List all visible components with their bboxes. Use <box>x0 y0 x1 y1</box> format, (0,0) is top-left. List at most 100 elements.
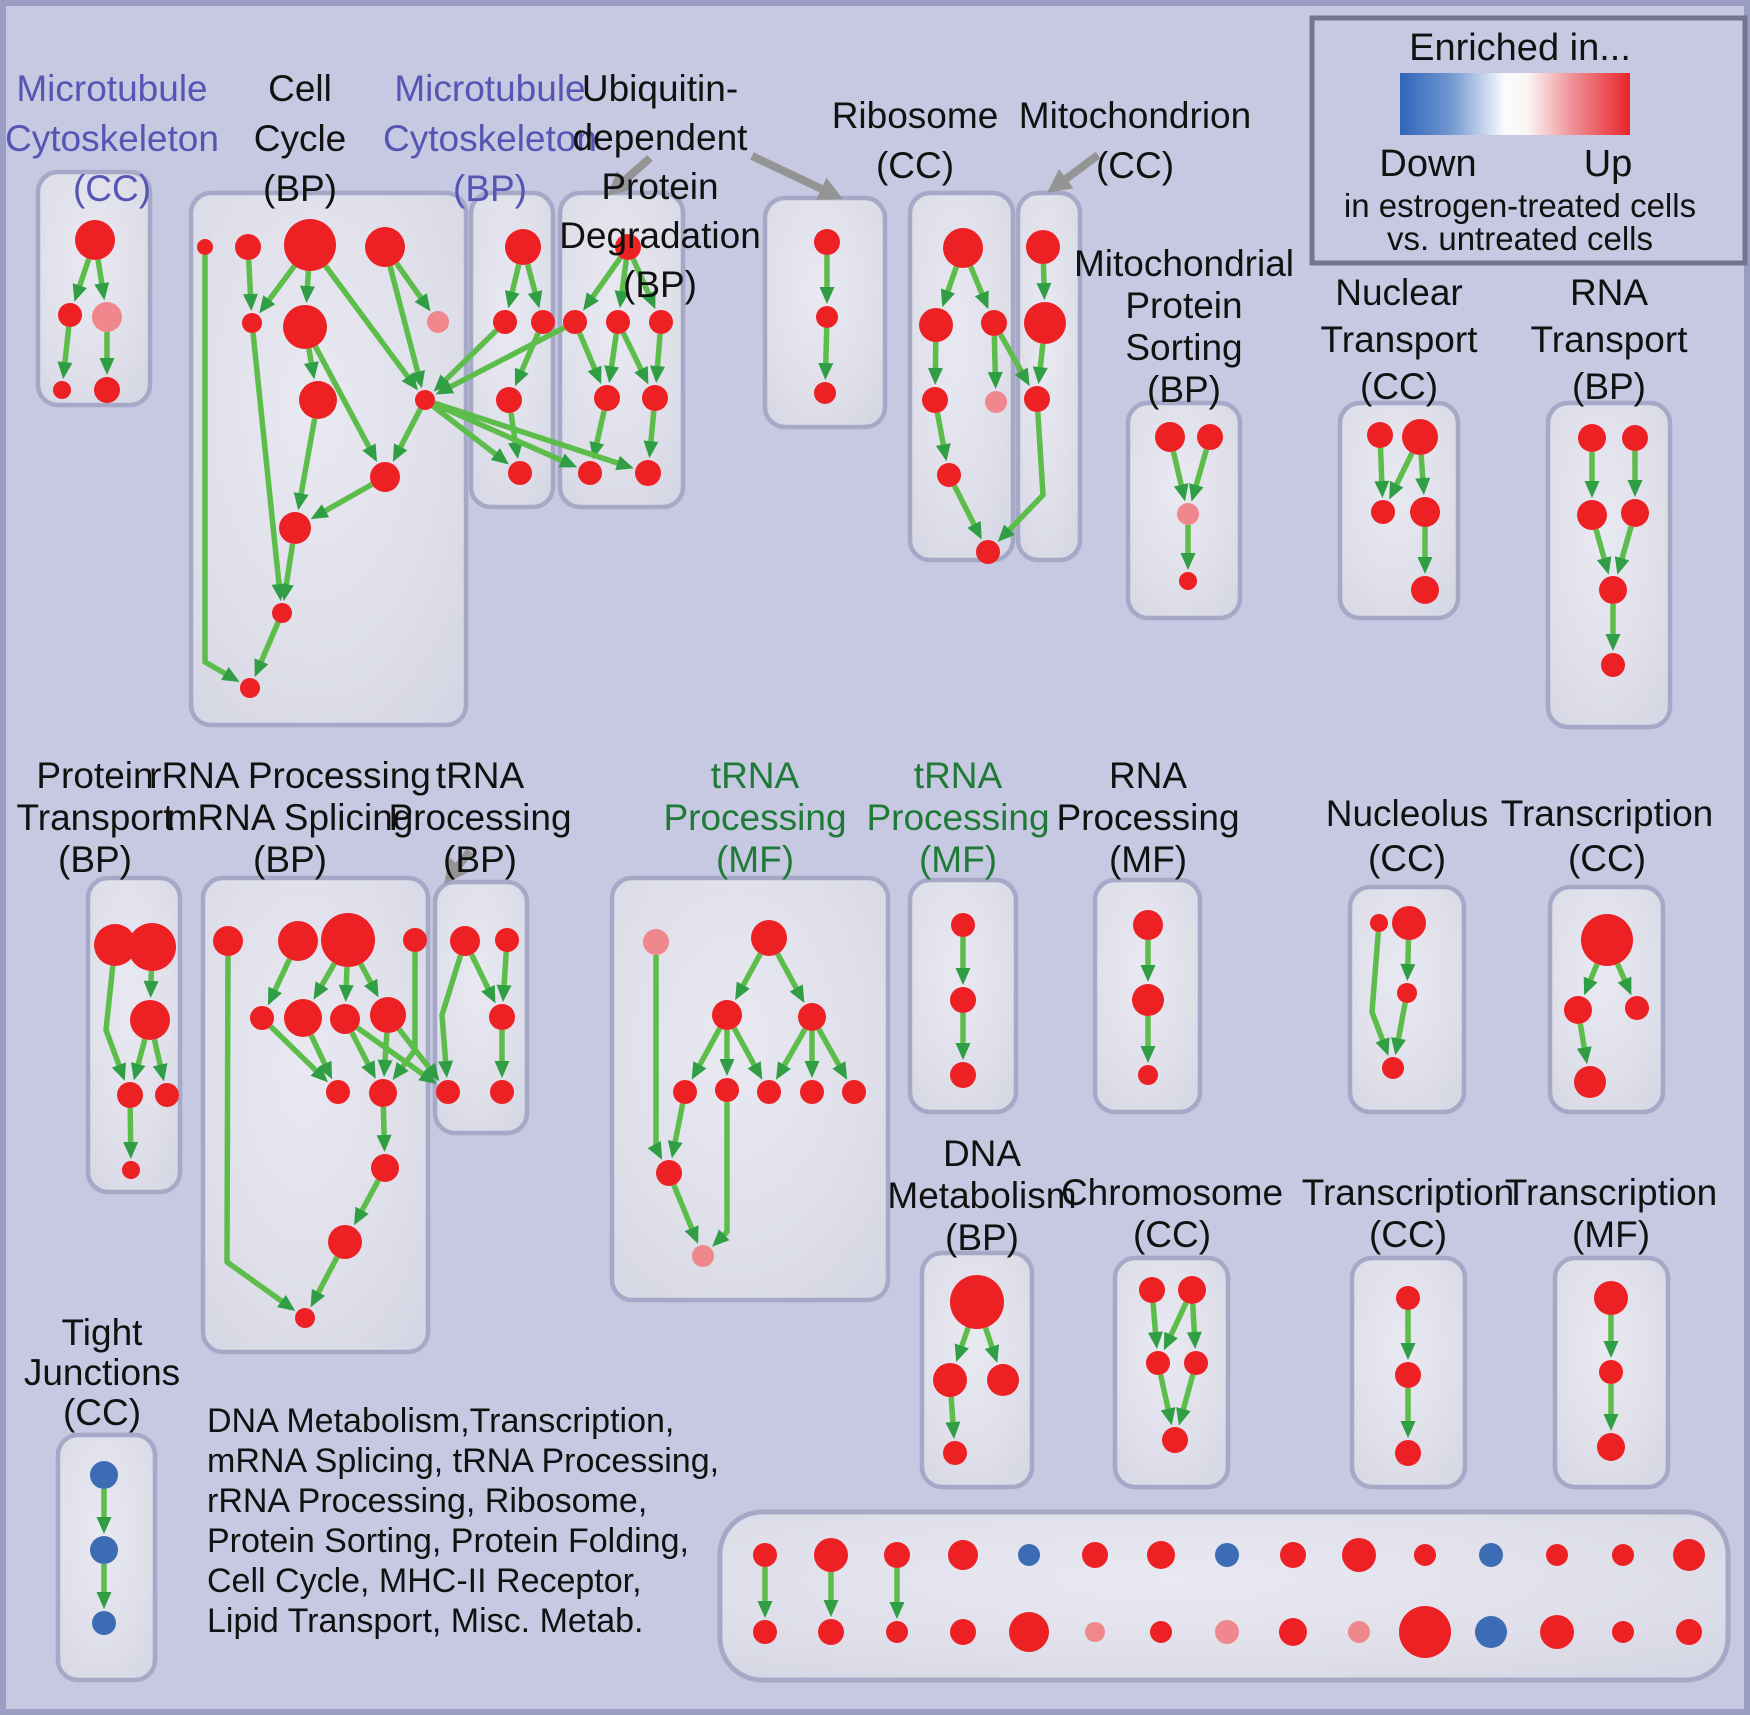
relation-arrowhead-icon <box>130 1062 146 1081</box>
relation-arrowhead-icon <box>1032 366 1048 385</box>
relation-edge <box>943 265 959 296</box>
go-term-node <box>1612 1544 1634 1566</box>
cluster-label-microtubule-cytoskeleton-bp: Microtubule Cytoskeleton (BP) <box>383 68 597 209</box>
relation-edge <box>951 484 979 530</box>
relation-arrowhead-icon <box>111 1062 126 1081</box>
relation-edge <box>1577 1023 1588 1052</box>
relation-arrowhead-icon <box>377 1059 393 1078</box>
go-term-node <box>950 1062 976 1088</box>
relation-arrowhead-icon <box>747 1061 763 1080</box>
relation-arrowhead-icon <box>832 1061 848 1080</box>
relation-edge <box>618 259 630 296</box>
go-term-node <box>842 1080 866 1104</box>
cluster-label-ribosome-cc: Ribosome (CC) <box>832 95 999 186</box>
cluster-label-nuclear-transport-cc-line: Nuclear <box>1335 272 1463 313</box>
cluster-label-tight-junctions-cc-line: Junctions <box>24 1352 180 1393</box>
go-term-node <box>950 1619 976 1645</box>
relation-arrowhead-icon <box>1627 480 1643 497</box>
relation-edge <box>75 258 92 291</box>
cluster-label-trna-processing-mf-1-line: Processing <box>663 797 846 838</box>
relation-arrowhead-icon <box>438 1060 454 1079</box>
go-term-node <box>1085 1622 1105 1642</box>
go-term-node <box>1133 910 1163 940</box>
relation-arrowhead-icon <box>490 448 509 465</box>
cluster-label-rrna-processing-mrna-splicing-bp: rRNA Processing mRNA Splicing (BP) <box>149 755 431 880</box>
cluster-label-microtubule-cytoskeleton-bp-line: (BP) <box>453 168 527 209</box>
go-term-node <box>1396 1286 1420 1310</box>
relation-arrowhead-icon <box>338 984 354 1003</box>
go-term-node <box>886 1621 908 1643</box>
cluster-label-nuclear-transport-cc-line: Transport <box>1321 319 1479 360</box>
go-term-node <box>58 303 82 327</box>
misc-categories-text: DNA Metabolism,Transcription, mRNA Splici… <box>207 1402 719 1640</box>
relation-arrowhead-icon <box>310 504 330 520</box>
relation-edge <box>245 259 254 299</box>
relation-arrowhead-icon <box>667 1140 683 1159</box>
cluster-label-transcription-cc-row2-line: Transcription <box>1501 793 1713 834</box>
relation-arrowhead-icon <box>634 365 649 385</box>
cluster-label-nuclear-transport-cc-line: (CC) <box>1360 366 1438 407</box>
relation-arrowhead-icon <box>99 358 115 375</box>
relation-edge <box>357 1179 381 1216</box>
relation-arrowhead-icon <box>1583 976 1598 996</box>
cluster-box-ribosome-cc <box>907 190 1016 563</box>
relation-arrowhead-icon <box>1375 1037 1390 1056</box>
relation-edge <box>283 543 296 589</box>
go-term-node <box>1475 1616 1507 1648</box>
relation-edge <box>630 257 653 299</box>
relation-edge <box>314 1255 340 1298</box>
relation-arrowhead-icon <box>1176 1407 1191 1426</box>
relation-arrowhead-icon <box>1147 1331 1163 1350</box>
relation-arrowhead-icon <box>435 379 455 395</box>
relation-edge <box>1392 451 1415 490</box>
go-term-node <box>800 1080 824 1104</box>
cluster-label-mitochondrion-cc: Mitochondrion (CC) <box>1019 95 1251 186</box>
go-term-node <box>1414 1544 1436 1566</box>
relation-edge <box>695 1026 723 1070</box>
relation-arrowhead-icon <box>650 365 665 384</box>
relation-edge <box>320 482 374 516</box>
go-term-node <box>92 1611 116 1635</box>
go-term-node <box>1147 1541 1175 1569</box>
go-term-node <box>976 540 1000 564</box>
relation-arrowhead-icon <box>310 1288 326 1308</box>
go-term-node <box>130 1000 170 1040</box>
cluster-label-rna-processing-mf-line: RNA <box>1109 755 1187 796</box>
go-term-node <box>53 381 71 399</box>
go-term-node <box>1625 996 1649 1020</box>
go-term-node <box>1139 1277 1165 1303</box>
relation-edge <box>738 952 763 990</box>
cluster-label-transcription-cc-row2: Transcription (CC) <box>1501 793 1713 879</box>
go-term-node <box>950 1275 1004 1329</box>
go-term-node <box>1397 983 1417 1003</box>
relation-arrowhead-icon <box>558 453 578 468</box>
relation-edge <box>224 955 287 1306</box>
go-term-node <box>1601 653 1625 677</box>
relation-arrowhead-icon <box>423 1062 440 1081</box>
relation-edge <box>312 345 374 452</box>
go-term-node <box>272 603 292 623</box>
go-term-node <box>1599 576 1627 604</box>
go-term-node <box>1082 1542 1108 1568</box>
relation-arrowhead-icon <box>789 984 805 1003</box>
cluster-label-tight-junctions-cc-line: (CC) <box>63 1392 141 1433</box>
go-term-node <box>284 219 336 271</box>
go-term-node <box>1178 1276 1206 1304</box>
go-term-node <box>128 923 176 971</box>
cluster-label-microtubule-cytoskeleton-cc-line: Microtubule <box>16 68 207 109</box>
relation-arrowhead-icon <box>259 295 276 314</box>
cluster-label-ubiquitin-dependent-protein-degradation-bp-line: (BP) <box>623 264 697 305</box>
relation-arrowhead-icon <box>641 290 656 310</box>
relation-arrowhead-icon <box>354 1206 369 1226</box>
relation-edge <box>1170 450 1185 490</box>
relation-arrowhead-icon <box>1617 976 1632 996</box>
relation-arrowhead-icon <box>317 1060 333 1080</box>
legend-gradient-bar <box>1400 73 1630 135</box>
relation-arrowhead-icon <box>1180 553 1196 570</box>
go-term-node <box>1395 1362 1421 1388</box>
relation-edge <box>439 954 464 1066</box>
relation-arrowhead-icon <box>997 524 1015 542</box>
go-term-node <box>649 310 673 334</box>
